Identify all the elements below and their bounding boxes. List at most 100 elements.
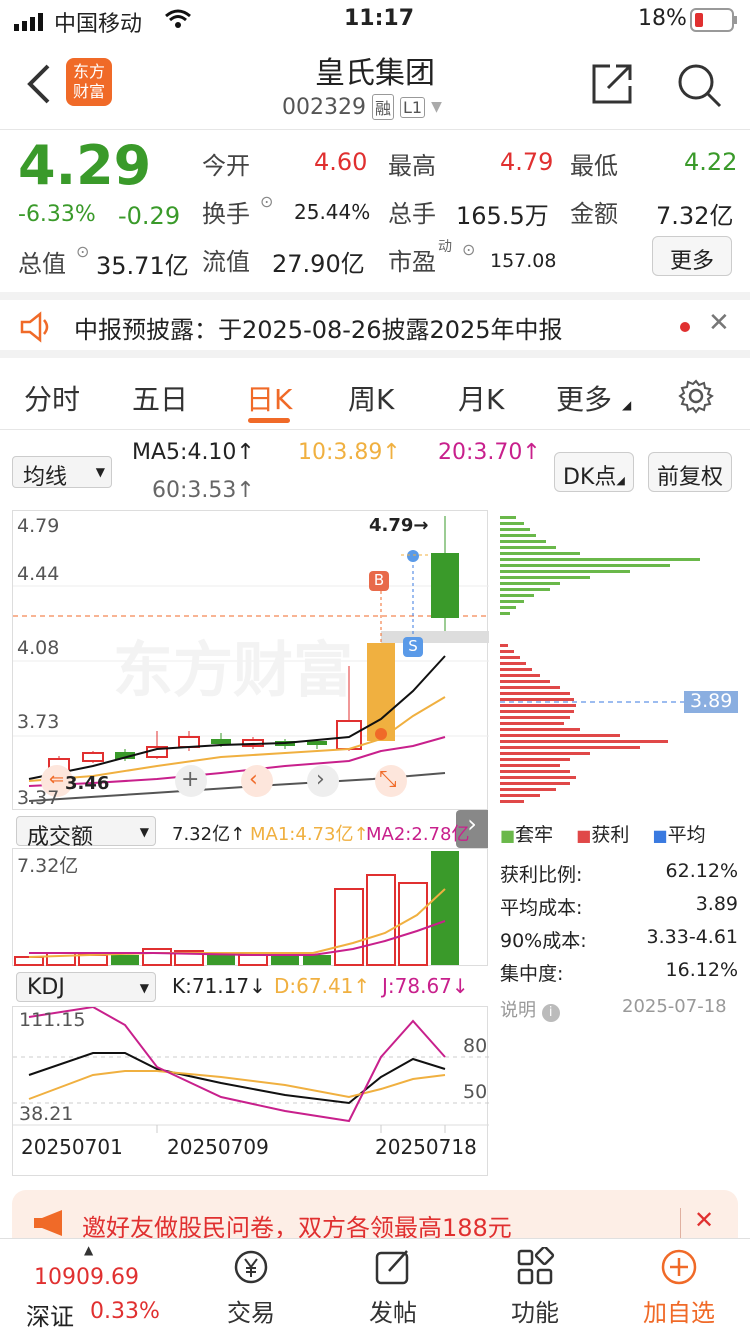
mktcap-label: 总值 <box>18 250 66 278</box>
buy-tag[interactable]: B <box>369 571 389 591</box>
legend-label: 套牢 <box>515 824 554 846</box>
signal-icon <box>14 12 46 37</box>
volume-value: 165.5万 <box>456 202 549 230</box>
chip-distribution: 3.89 <box>494 510 738 810</box>
low-marker: 3.46 <box>65 773 110 794</box>
sell-tag[interactable]: S <box>403 637 423 657</box>
info-icon[interactable]: ⊙ <box>260 192 274 211</box>
add-watchlist-button[interactable]: 加自选 <box>634 1247 724 1328</box>
edit-icon <box>375 1250 409 1285</box>
status-bar: 中国移动 11:17 18% <box>0 0 750 40</box>
prev-icon[interactable]: ‹ <box>249 767 258 792</box>
next-icon[interactable]: › <box>316 767 325 792</box>
app-logo: 东方 财富 <box>66 58 112 106</box>
more-button[interactable]: 更多 <box>652 236 732 276</box>
volume-y-tick: 7.32亿 <box>17 855 79 877</box>
pe-label: 市盈 <box>388 248 436 276</box>
high-label: 最高 <box>388 152 436 180</box>
kdj-level: 80 <box>463 1035 488 1057</box>
index-change: 0.33% <box>90 1299 160 1324</box>
chevron-down-icon: ▼ <box>139 981 149 995</box>
legend-label: 平均 <box>667 824 706 846</box>
clock: 11:17 <box>344 6 415 31</box>
search-icon[interactable] <box>676 62 722 112</box>
float-label: 流值 <box>202 248 250 276</box>
adjust-button[interactable]: 前复权 <box>648 452 733 492</box>
close-icon[interactable]: ✕ <box>708 308 730 338</box>
move-left-icon[interactable]: ⇐ <box>49 769 65 790</box>
gear-icon[interactable] <box>678 378 714 421</box>
crosshair-icon[interactable]: + <box>181 767 200 792</box>
post-label: 发帖 <box>369 1299 417 1327</box>
date-label: 20250718 <box>375 1135 477 1159</box>
stock-name: 皇氏集团 <box>315 56 435 91</box>
caret-icon: ◢ <box>622 398 632 412</box>
ma20-value: 20:3.70↑ <box>438 440 541 465</box>
float-value: 27.90亿 <box>272 250 365 278</box>
collapse-panel-icon[interactable]: › <box>456 810 488 848</box>
tab-monthly-k[interactable]: 月K <box>458 383 505 416</box>
kdj-chart[interactable]: 111.15 38.21 80 50 20250701 20250709 202… <box>12 1005 489 1176</box>
stat-label: 90%成本: <box>500 930 587 952</box>
chevron-down-icon: ▼ <box>139 825 149 839</box>
tab-intraday[interactable]: 分时 <box>24 383 81 416</box>
y-tick: 4.08 <box>17 637 60 659</box>
indicator-select[interactable]: 均线 ▼ <box>12 456 112 490</box>
tab-more[interactable]: 更多 <box>556 383 613 416</box>
tab-weekly-k[interactable]: 周K <box>348 383 395 416</box>
amount-label: 金额 <box>570 200 618 228</box>
dk-point-button[interactable]: DK点◢ <box>554 452 634 492</box>
volume-chart[interactable]: 7.32亿 <box>12 848 488 966</box>
stat-label: 集中度: <box>500 963 564 985</box>
add-watchlist-label: 加自选 <box>643 1299 715 1327</box>
caret-icon: ◢ <box>616 474 625 487</box>
notice-text: 中报预披露：于2025-08-26披露2025年中报 <box>74 316 563 344</box>
post-button[interactable]: 发帖 <box>358 1247 428 1328</box>
stat-row: 平均成本: 3.89 <box>500 893 738 926</box>
kdj-select[interactable]: KDJ ▼ <box>16 972 156 1002</box>
legend-label: 获利 <box>591 824 630 846</box>
trade-button[interactable]: 交易 <box>216 1247 286 1328</box>
tab-five-day[interactable]: 五日 <box>132 383 189 416</box>
volume-value: 7.32亿↑ <box>172 824 246 845</box>
stock-header: 东方 财富 皇氏集团 002329 融 L1 ▼ <box>0 40 750 130</box>
chevron-up-icon[interactable]: ▲ <box>84 1243 94 1257</box>
info-icon[interactable]: ⊙ <box>76 242 90 261</box>
volume-label: 总手 <box>388 200 436 228</box>
share-icon[interactable] <box>590 62 634 110</box>
divider <box>680 1208 681 1238</box>
margin-badge: 融 <box>371 94 394 120</box>
expand-icon[interactable]: ⤡ <box>379 767 397 792</box>
stat-label: 平均成本: <box>500 897 583 919</box>
stat-value: 62.12% <box>665 860 738 882</box>
battery-icon <box>690 8 738 38</box>
notice-bar[interactable]: 中报预披露：于2025-08-26披露2025年中报 ✕ <box>0 292 750 358</box>
bottom-toolbar: ▲ 10909.69 深证 0.33% 交易 发帖 功能 加自选 <box>0 1238 750 1334</box>
change-percent: -6.33% <box>18 202 96 227</box>
functions-button[interactable]: 功能 <box>500 1245 570 1328</box>
close-icon[interactable]: ✕ <box>694 1206 715 1234</box>
chip-legend: ■套牢 ■获利 ■平均 <box>500 820 740 847</box>
grid-icon <box>517 1245 555 1285</box>
back-icon[interactable] <box>24 62 52 110</box>
open-value: 4.60 <box>314 148 368 176</box>
index-name: 深证 <box>26 1303 74 1331</box>
note-link[interactable]: 说明 i <box>500 996 560 1022</box>
stock-code-row: 002329 融 L1 ▼ <box>282 94 442 120</box>
period-tabs: 分时 五日 日K 周K 月K 更多 ◢ <box>0 366 750 430</box>
open-label: 今开 <box>202 152 250 180</box>
y-tick: 4.44 <box>17 563 60 585</box>
info-icon[interactable]: ⊙ <box>462 240 476 259</box>
trade-label: 交易 <box>227 1299 275 1327</box>
quote-panel: 4.29 -6.33% -0.29 总值 ⊙ 35.71亿 今开 4.60 最高… <box>0 130 750 290</box>
wifi-icon <box>164 8 192 36</box>
dropdown-icon[interactable]: ▼ <box>431 99 442 115</box>
kline-chart[interactable]: 东方财富 4.79 4.44 4.08 3.73 3. <box>12 510 489 810</box>
volume-select[interactable]: 成交额 ▼ <box>16 816 156 850</box>
index-value: 10909.69 <box>34 1265 139 1290</box>
tab-daily-k[interactable]: 日K <box>246 383 293 416</box>
plus-circle-icon <box>661 1249 697 1285</box>
ma60-value: 60:3.53↑ <box>152 478 255 503</box>
level-badge: L1 <box>400 96 426 118</box>
pe-value: 157.08 <box>490 250 557 272</box>
